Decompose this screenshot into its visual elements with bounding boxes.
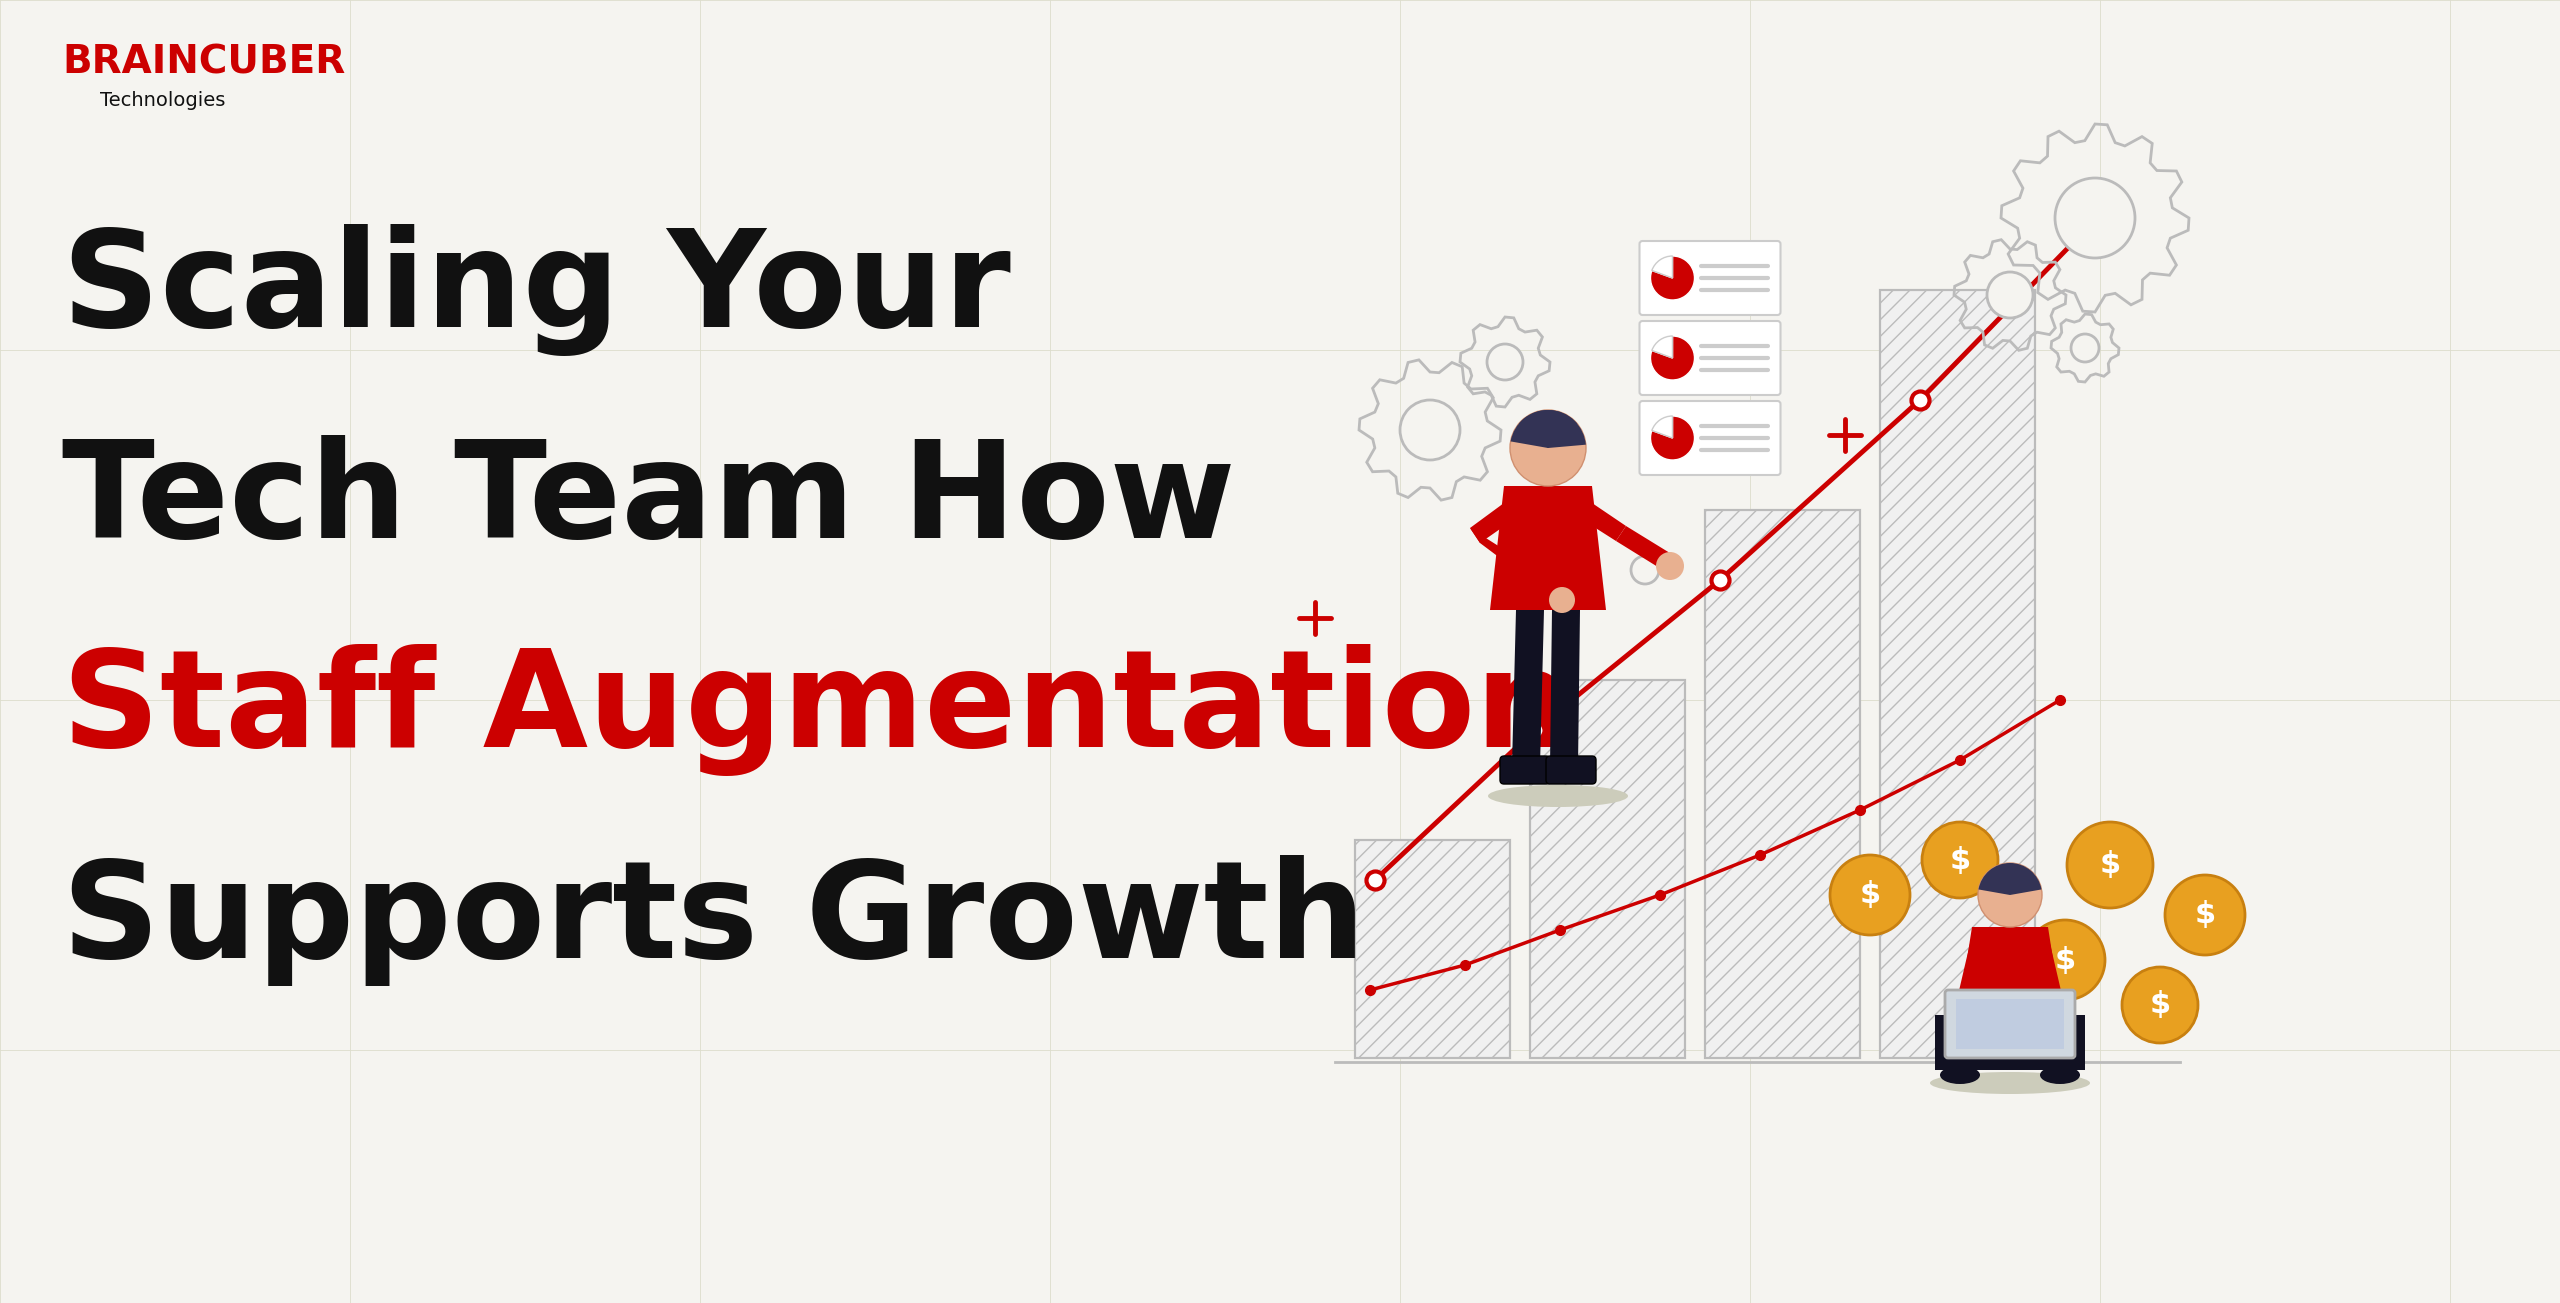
Polygon shape bbox=[1513, 610, 1544, 766]
FancyBboxPatch shape bbox=[1638, 241, 1782, 315]
Text: $: $ bbox=[1859, 881, 1882, 909]
Polygon shape bbox=[1490, 486, 1605, 610]
Text: $: $ bbox=[2194, 900, 2214, 929]
Circle shape bbox=[1549, 586, 1574, 612]
Ellipse shape bbox=[1487, 784, 1628, 807]
Wedge shape bbox=[1510, 410, 1585, 448]
Bar bbox=[1879, 291, 2035, 1058]
Ellipse shape bbox=[2040, 1066, 2079, 1084]
FancyBboxPatch shape bbox=[1500, 756, 1549, 784]
Text: $: $ bbox=[1948, 846, 1971, 874]
Circle shape bbox=[2056, 179, 2135, 258]
Bar bbox=[1531, 680, 1684, 1058]
FancyBboxPatch shape bbox=[1638, 321, 1782, 395]
Text: Staff Augmentation: Staff Augmentation bbox=[61, 644, 1572, 777]
Wedge shape bbox=[1979, 863, 2040, 895]
Wedge shape bbox=[1518, 410, 1577, 448]
FancyBboxPatch shape bbox=[1546, 756, 1595, 784]
Wedge shape bbox=[1651, 336, 1672, 358]
Bar bbox=[1354, 840, 1510, 1058]
Circle shape bbox=[1400, 400, 1459, 460]
Polygon shape bbox=[1958, 926, 2061, 1018]
Bar bbox=[1705, 509, 1861, 1058]
Bar bbox=[1531, 680, 1684, 1058]
Text: $: $ bbox=[2099, 851, 2120, 880]
Bar bbox=[1956, 999, 2063, 1049]
Text: Tech Team How: Tech Team How bbox=[61, 434, 1236, 566]
Circle shape bbox=[2122, 967, 2199, 1042]
Wedge shape bbox=[1651, 255, 1695, 300]
Wedge shape bbox=[1651, 336, 1695, 380]
Circle shape bbox=[2066, 822, 2153, 908]
Circle shape bbox=[1656, 552, 1684, 580]
Polygon shape bbox=[1549, 610, 1580, 766]
Text: $: $ bbox=[2150, 990, 2171, 1019]
Circle shape bbox=[2025, 920, 2104, 999]
Text: Technologies: Technologies bbox=[100, 90, 225, 109]
Ellipse shape bbox=[1930, 1072, 2089, 1095]
Circle shape bbox=[2166, 876, 2245, 955]
Polygon shape bbox=[1582, 503, 1626, 541]
Text: Scaling Your: Scaling Your bbox=[61, 224, 1011, 356]
Polygon shape bbox=[1469, 503, 1513, 543]
Text: BRAINCUBER: BRAINCUBER bbox=[61, 43, 346, 81]
Circle shape bbox=[1830, 855, 1910, 936]
Wedge shape bbox=[1651, 255, 1672, 278]
Circle shape bbox=[2071, 334, 2099, 362]
Bar bbox=[1705, 509, 1861, 1058]
Circle shape bbox=[1923, 822, 1997, 898]
Text: $: $ bbox=[2053, 946, 2076, 975]
Bar bbox=[1354, 840, 1510, 1058]
Circle shape bbox=[1510, 410, 1587, 486]
Polygon shape bbox=[1615, 526, 1677, 572]
Circle shape bbox=[1987, 272, 2033, 318]
Text: Supports Growth: Supports Growth bbox=[61, 855, 1364, 985]
Polygon shape bbox=[1469, 528, 1567, 603]
FancyBboxPatch shape bbox=[1638, 401, 1782, 476]
Circle shape bbox=[1979, 863, 2043, 926]
Wedge shape bbox=[1651, 416, 1695, 460]
Polygon shape bbox=[1958, 936, 1987, 997]
Wedge shape bbox=[1651, 416, 1672, 438]
Circle shape bbox=[1487, 344, 1523, 380]
Bar bbox=[1879, 291, 2035, 1058]
FancyBboxPatch shape bbox=[1946, 990, 2076, 1058]
Ellipse shape bbox=[1940, 1066, 1979, 1084]
Polygon shape bbox=[2035, 936, 2061, 997]
Polygon shape bbox=[1935, 1015, 2084, 1070]
